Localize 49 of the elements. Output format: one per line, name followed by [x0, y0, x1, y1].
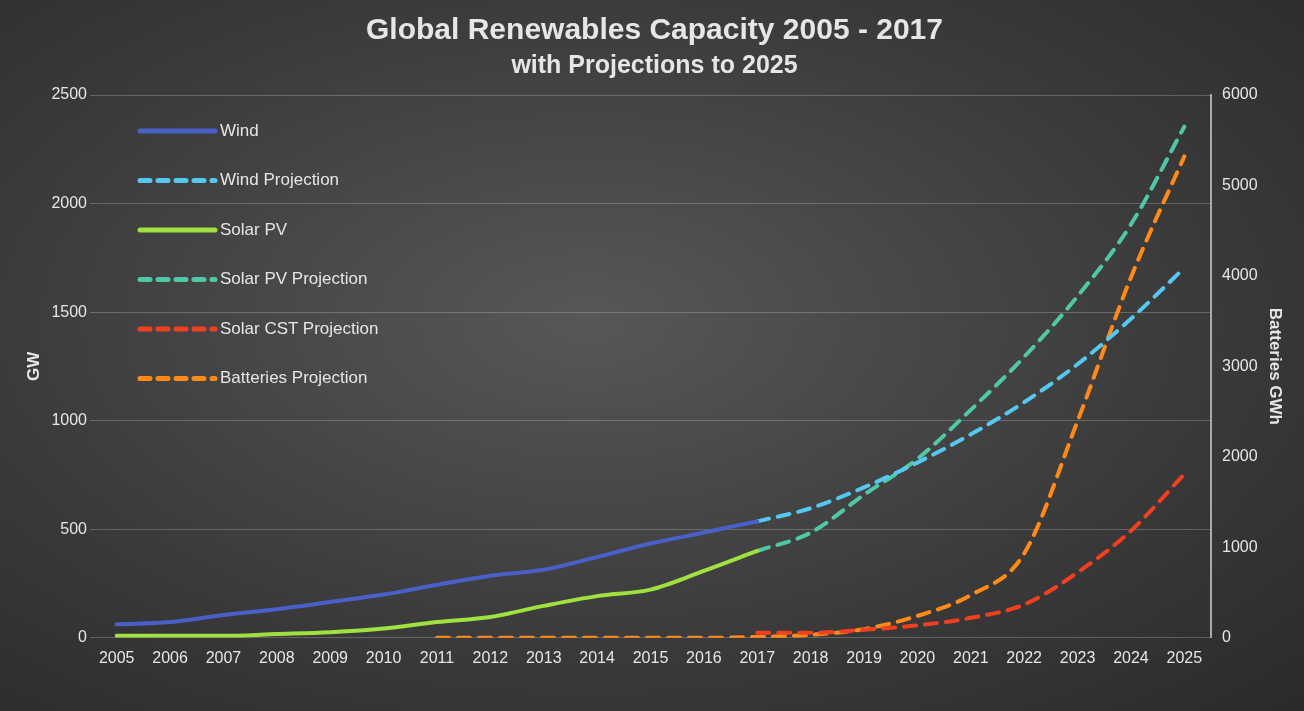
x-tick-label: 2024: [1113, 648, 1149, 666]
x-tick-label: 2020: [899, 648, 936, 666]
x-tick-label: 2023: [1059, 648, 1096, 666]
x-tick-label: 2012: [472, 648, 509, 666]
x-tick-label: 2010: [365, 648, 402, 666]
line-series: [114, 548, 760, 638]
x-tick-label: 2017: [739, 648, 776, 666]
line-series: [434, 154, 1187, 638]
x-tick-label: 2008: [259, 648, 295, 666]
legend-label: Wind Projection: [219, 170, 340, 190]
y2-tick-label: 3000: [1222, 356, 1258, 374]
x-tick-label: 2011: [419, 648, 455, 666]
x-tick-label: 2021: [952, 648, 989, 666]
legend-label: Solar PV: [219, 219, 288, 239]
y-tick-label: 0: [78, 628, 88, 646]
x-tick-label: 2014: [579, 648, 616, 666]
y2-tick-label: 5000: [1222, 175, 1258, 193]
y2-tick-label: 6000: [1222, 85, 1258, 103]
x-tick-label: 2016: [686, 648, 722, 666]
y2-tick-label: 1000: [1222, 537, 1258, 555]
legend-label: Solar PV Projection: [219, 269, 368, 289]
x-tick-label: 2013: [525, 648, 562, 666]
line-series: [755, 124, 1187, 553]
y2-tick-label: 4000: [1222, 266, 1258, 284]
chart-title: Global Renewables Capacity 2005 - 2017: [366, 12, 943, 46]
y2-tick-label: 0: [1222, 628, 1232, 646]
x-tick-label: 2025: [1166, 648, 1203, 666]
y2-axis-title: Batteries GWh: [1266, 307, 1286, 425]
x-tick-label: 2009: [312, 648, 349, 666]
y-tick-label: 1500: [51, 302, 88, 320]
y-tick-label: 1000: [51, 411, 88, 429]
x-tick-label: 2022: [1006, 648, 1043, 666]
y2-tick-label: 2000: [1222, 447, 1258, 465]
x-tick-label: 2015: [632, 648, 669, 666]
x-tick-label: 2005: [98, 648, 135, 666]
legend-label: Wind: [219, 120, 259, 140]
x-tick-label: 2018: [792, 648, 829, 666]
chart-subtitle: with Projections to 2025: [510, 49, 798, 78]
x-tick-label: 2006: [152, 648, 188, 666]
line-series: [114, 519, 760, 627]
legend-label: Batteries Projection: [219, 368, 368, 388]
y-tick-label: 2500: [51, 85, 88, 103]
line-series: [755, 472, 1187, 635]
y-axis-title: GW: [23, 350, 43, 382]
x-tick-label: 2007: [205, 648, 242, 666]
y-tick-label: 500: [60, 519, 88, 537]
y-tick-label: 2000: [51, 193, 88, 211]
x-tick-label: 2019: [846, 648, 882, 666]
legend-label: Solar CST Projection: [219, 318, 379, 338]
